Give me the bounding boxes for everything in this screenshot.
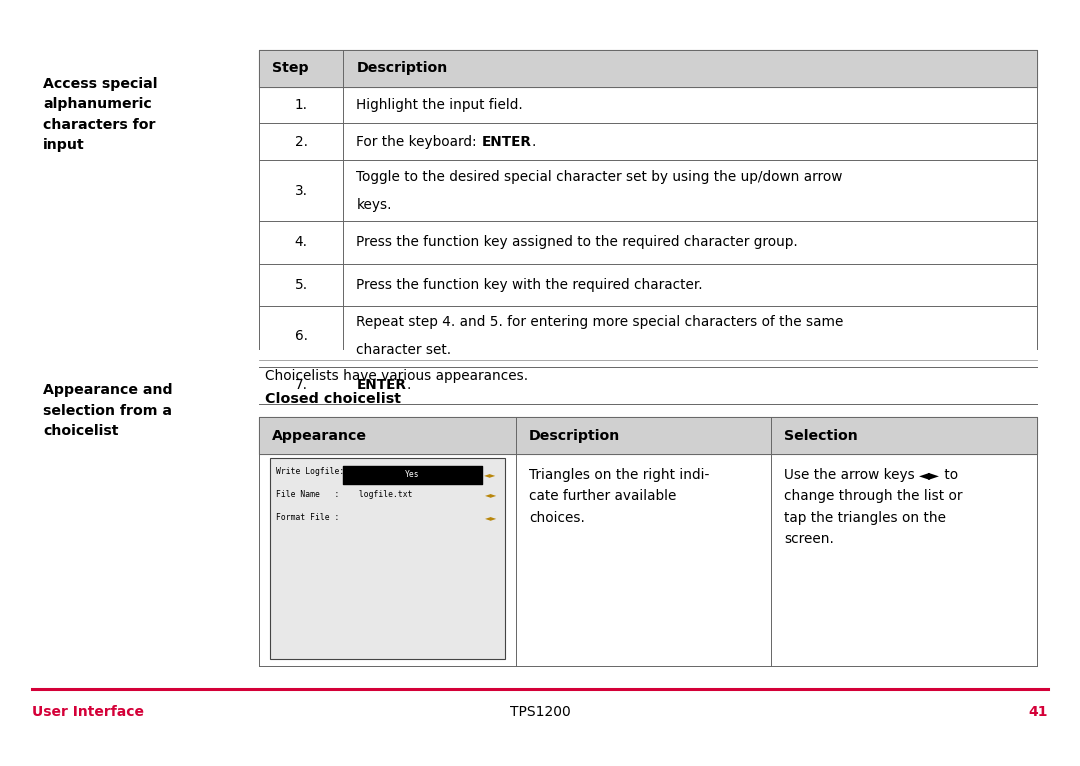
Text: screen.: screen.: [784, 532, 834, 546]
Text: Repeat step 4. and 5. for entering more special characters of the same: Repeat step 4. and 5. for entering more …: [356, 316, 843, 329]
Text: Description: Description: [356, 61, 447, 75]
Text: .: .: [531, 135, 536, 149]
Text: Write Logfile:: Write Logfile:: [276, 467, 345, 476]
Text: Step: Step: [272, 61, 309, 75]
Text: Highlight the input field.: Highlight the input field.: [356, 98, 523, 112]
Text: ENTER: ENTER: [356, 378, 406, 392]
Text: 3.: 3.: [295, 184, 308, 198]
Text: 5.: 5.: [295, 277, 308, 292]
Text: ◄►: ◄►: [919, 468, 941, 482]
Text: cate further available: cate further available: [529, 489, 676, 503]
Text: Format File :: Format File :: [276, 513, 340, 522]
Text: 2.: 2.: [295, 135, 308, 149]
Text: Toggle to the desired special character set by using the up/down arrow: Toggle to the desired special character …: [356, 170, 842, 184]
Text: Press the function key with the required character.: Press the function key with the required…: [356, 277, 703, 292]
Text: Triangles on the right indi-: Triangles on the right indi-: [529, 468, 710, 482]
Text: ◄►: ◄►: [485, 490, 497, 499]
Text: Closed choicelist: Closed choicelist: [265, 392, 401, 406]
Text: Appearance and
selection from a
choicelist: Appearance and selection from a choiceli…: [43, 383, 173, 438]
Text: 41: 41: [1028, 705, 1048, 719]
Text: 4.: 4.: [295, 235, 308, 250]
Text: For the keyboard:: For the keyboard:: [356, 135, 482, 149]
Text: Description: Description: [529, 429, 620, 443]
Text: Press the function key assigned to the required character group.: Press the function key assigned to the r…: [356, 235, 798, 250]
Text: ENTER: ENTER: [482, 135, 531, 149]
Text: choices.: choices.: [529, 511, 585, 525]
Text: Selection: Selection: [784, 429, 858, 443]
Text: .: .: [406, 378, 410, 392]
Bar: [270, 458, 505, 659]
Text: TPS1200: TPS1200: [510, 705, 570, 719]
Text: tap the triangles on the: tap the triangles on the: [784, 511, 946, 525]
Text: Appearance: Appearance: [272, 429, 367, 443]
Text: Use the arrow keys: Use the arrow keys: [784, 468, 919, 482]
Text: File Name   :    logfile.txt: File Name : logfile.txt: [276, 490, 413, 499]
Text: to: to: [941, 468, 958, 482]
Text: Yes: Yes: [405, 470, 420, 480]
Text: character set.: character set.: [356, 343, 451, 357]
Text: ◄►: ◄►: [484, 470, 496, 480]
Text: User Interface: User Interface: [32, 705, 145, 719]
Text: change through the list or: change through the list or: [784, 489, 962, 503]
Text: ◄►: ◄►: [485, 513, 497, 522]
Text: 7.: 7.: [295, 378, 308, 392]
Text: Access special
alphanumeric
characters for
input: Access special alphanumeric characters f…: [43, 77, 158, 152]
Text: Choicelists have various appearances.: Choicelists have various appearances.: [265, 369, 528, 383]
Text: 1.: 1.: [295, 98, 308, 112]
Text: keys.: keys.: [356, 198, 392, 211]
Text: 6.: 6.: [295, 329, 308, 343]
